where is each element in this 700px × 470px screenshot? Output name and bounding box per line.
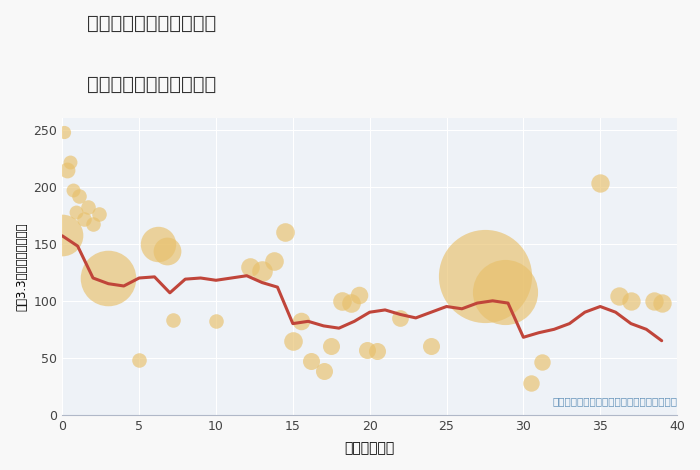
Point <box>62 166 73 173</box>
Point <box>71 208 82 216</box>
Point <box>372 347 383 355</box>
Point <box>83 204 94 211</box>
Point <box>318 368 329 375</box>
Point <box>306 358 317 365</box>
Point <box>656 299 667 307</box>
Point <box>64 158 76 165</box>
Text: 東京都江戸川区西篠崎の: 東京都江戸川区西篠崎の <box>88 14 217 33</box>
Point <box>244 263 256 270</box>
Point <box>361 346 372 353</box>
Point <box>536 359 547 366</box>
Point <box>74 192 85 200</box>
Point <box>480 272 491 280</box>
Point <box>648 297 659 305</box>
Point <box>103 274 114 282</box>
Text: 円の大きさは、取引のあった物件面積を示す: 円の大きさは、取引のあった物件面積を示す <box>552 396 677 406</box>
Point <box>256 267 267 275</box>
Point <box>354 291 365 299</box>
Point <box>88 220 99 228</box>
Text: 築年数別中古戸建て価格: 築年数別中古戸建て価格 <box>88 75 217 94</box>
Point <box>167 316 178 324</box>
Point <box>426 343 437 350</box>
Point <box>594 180 606 187</box>
Point <box>613 292 624 300</box>
Point <box>78 215 90 222</box>
Point <box>152 240 163 248</box>
Point <box>161 247 172 254</box>
Point <box>58 128 69 136</box>
Point <box>279 228 290 236</box>
Point <box>57 231 68 238</box>
Point <box>326 343 337 350</box>
Point <box>395 314 406 321</box>
Point <box>287 337 298 345</box>
Point <box>346 299 357 307</box>
Point <box>211 318 222 325</box>
Point <box>269 257 280 265</box>
Point <box>134 356 145 364</box>
Point <box>295 318 306 325</box>
Point <box>625 297 636 305</box>
Point <box>526 379 537 387</box>
Point <box>499 288 510 296</box>
X-axis label: 築年数（年）: 築年数（年） <box>344 441 395 455</box>
Point <box>337 297 348 305</box>
Y-axis label: 坪（3.3㎡）単価（万円）: 坪（3.3㎡）単価（万円） <box>15 222 28 311</box>
Point <box>67 187 78 194</box>
Point <box>94 211 105 218</box>
